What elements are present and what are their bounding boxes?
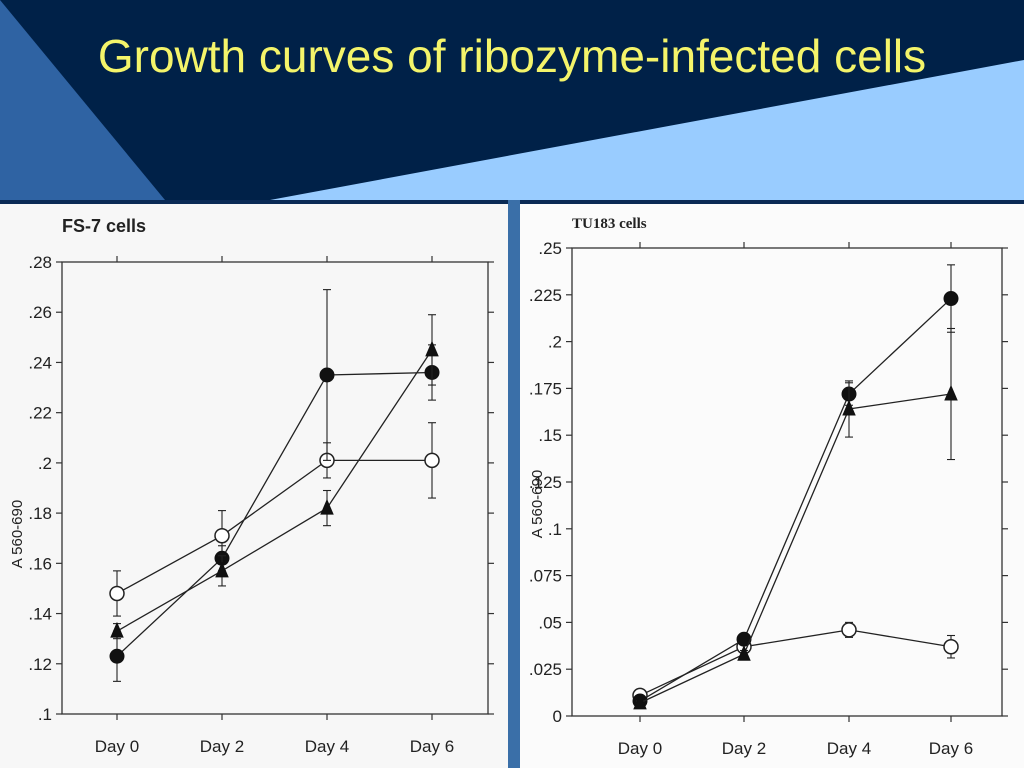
slide-title: Growth curves of ribozyme-infected cells bbox=[97, 30, 927, 82]
series-line-filled-triangle bbox=[116, 349, 433, 632]
banner-left-wedge bbox=[0, 0, 165, 200]
x-tick-label: Day 2 bbox=[722, 739, 766, 758]
y-tick-label: .12 bbox=[28, 655, 52, 674]
data-point-filled-triangle bbox=[737, 644, 751, 661]
data-point-filled-triangle bbox=[842, 399, 856, 416]
chart-tu183: TU183 cells 0 .025 .05 .075 .1 .125 .15 .175 .2 .2… bbox=[529, 216, 1008, 758]
chart-title: TU183 cells bbox=[572, 216, 647, 232]
x-tick-label: Day 4 bbox=[827, 739, 871, 758]
data-point-filled-circle bbox=[943, 291, 959, 307]
x-tick-label: Day 6 bbox=[929, 739, 973, 758]
y-tick-label: .025 bbox=[529, 660, 562, 679]
data-point-open-circle bbox=[841, 622, 857, 638]
chart-panel-tu183: TU183 cells 0 .025 .05 .075 .1 .125 .15 .175 .2 .2… bbox=[520, 204, 1024, 768]
y-axis-label: A 560-690 bbox=[9, 500, 26, 568]
y-tick-label: .24 bbox=[28, 353, 52, 372]
y-tick-label: .25 bbox=[538, 239, 562, 258]
panel-divider bbox=[508, 200, 520, 768]
data-point-open-circle bbox=[109, 585, 125, 602]
series-line-filled-triangle bbox=[639, 393, 952, 704]
plot-frame bbox=[571, 247, 1003, 717]
y-tick-label: .125 bbox=[529, 473, 562, 492]
y-tick-label: .22 bbox=[28, 404, 52, 423]
y-tick-label: .28 bbox=[28, 253, 52, 272]
series-line-filled-circle bbox=[116, 371, 433, 657]
x-tick-label: Day 6 bbox=[410, 737, 454, 756]
y-tick-label: .14 bbox=[28, 605, 52, 624]
data-point-filled-triangle bbox=[425, 340, 439, 357]
data-point-filled-triangle bbox=[110, 621, 124, 638]
data-point-filled-triangle bbox=[215, 561, 229, 578]
data-point-filled-triangle bbox=[320, 498, 334, 515]
plot-frame bbox=[61, 261, 489, 715]
series-line-open-circle bbox=[116, 459, 432, 595]
y-tick-label: 0 bbox=[553, 707, 562, 726]
chart-panel-fs7: FS-7 cells .1 .12 .14 .16 .18 .2 .22 .24 .26 .28 A … bbox=[0, 204, 508, 768]
y-tick-label: .15 bbox=[538, 426, 562, 445]
series-line-open-circle bbox=[639, 629, 952, 696]
data-point-filled-triangle bbox=[944, 384, 958, 401]
data-point-filled-circle bbox=[109, 648, 125, 664]
y-tick-label: .225 bbox=[529, 286, 562, 305]
y-tick-label: .26 bbox=[28, 303, 52, 322]
y-tick-label: .075 bbox=[529, 567, 562, 586]
series-line-filled-circle bbox=[639, 298, 952, 702]
data-point-open-circle bbox=[214, 527, 230, 544]
y-tick-label: .1 bbox=[548, 520, 562, 539]
y-tick-label: .05 bbox=[538, 613, 562, 632]
y-tick-label: .2 bbox=[548, 333, 562, 352]
x-tick-label: Day 4 bbox=[305, 737, 349, 756]
data-point-open-circle bbox=[424, 452, 440, 469]
y-tick-label: .2 bbox=[38, 454, 52, 473]
x-tick-label: Day 0 bbox=[95, 737, 139, 756]
banner-right-wedge bbox=[270, 60, 1024, 200]
x-tick-label: Day 0 bbox=[618, 739, 662, 758]
data-point-open-circle bbox=[943, 638, 959, 655]
x-tick-label: Day 2 bbox=[200, 737, 244, 756]
y-tick-label: .1 bbox=[38, 705, 52, 724]
data-point-filled-triangle bbox=[633, 693, 647, 710]
chart-fs7: FS-7 cells .1 .12 .14 .16 .18 .2 .22 .24 .26 .28 A … bbox=[9, 216, 494, 756]
y-axis-label: A 560-690 bbox=[529, 470, 546, 538]
chart-title: FS-7 cells bbox=[62, 216, 146, 236]
data-point-filled-circle bbox=[319, 367, 335, 383]
y-tick-label: .175 bbox=[529, 379, 562, 398]
title-banner bbox=[0, 0, 1024, 200]
y-tick-label: .18 bbox=[28, 504, 52, 523]
y-tick-label: .16 bbox=[28, 554, 52, 573]
